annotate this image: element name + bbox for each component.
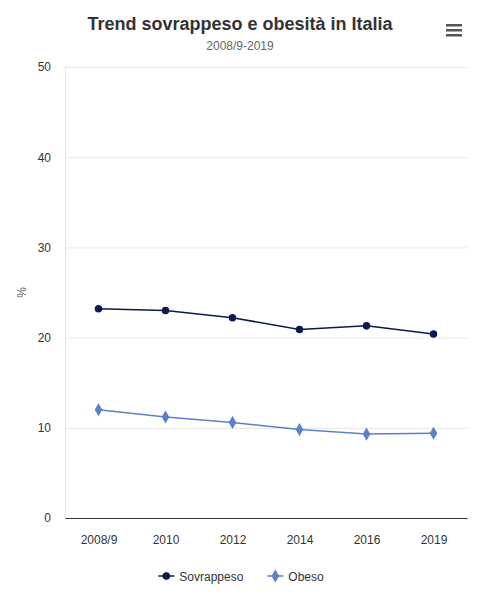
legend-item[interactable]: Sovrappeso (158, 570, 243, 584)
marker[interactable] (363, 428, 371, 441)
series (95, 305, 438, 338)
grid-line (65, 518, 467, 519)
legend-marker (272, 569, 280, 582)
y-axis: 0 10 20 30 40 50 (38, 60, 467, 525)
legend-label[interactable]: Sovrappeso (179, 570, 243, 584)
marker[interactable] (162, 410, 170, 423)
grid-line (65, 247, 467, 248)
marks (95, 305, 438, 441)
series-line (99, 410, 434, 434)
x-tick-label: 2010 (153, 533, 180, 547)
x-tick-label: 2014 (287, 533, 314, 547)
y-tick-label: 20 (38, 331, 52, 345)
y-tick: 50 (38, 60, 467, 74)
series-line (99, 309, 434, 334)
legend: Sovrappeso Obeso (158, 569, 324, 583)
marker[interactable] (430, 427, 438, 440)
grid-line (65, 428, 467, 429)
menu-bar[interactable] (446, 24, 462, 27)
menu-bar[interactable] (446, 29, 462, 32)
y-tick: 30 (38, 241, 467, 255)
y-tick-label: 10 (38, 421, 52, 435)
grid-line (65, 67, 467, 68)
marker[interactable] (95, 305, 103, 313)
grid-line (65, 338, 467, 339)
legend-label[interactable]: Obeso (288, 570, 324, 584)
marker[interactable] (95, 403, 103, 416)
x-tick: 2019 (421, 533, 448, 547)
grid-line (65, 157, 467, 158)
subtitle: 2008/9-2019 (206, 39, 274, 53)
legend-item[interactable]: Obeso (267, 569, 324, 583)
marker[interactable] (229, 314, 237, 322)
y-tick-label: 30 (38, 241, 52, 255)
legend-marker (163, 572, 171, 580)
menu-bar[interactable] (446, 34, 462, 37)
marker[interactable] (296, 423, 304, 436)
x-tick: 2010 (153, 533, 180, 547)
x-tick: 2008/9 (81, 533, 118, 547)
marker[interactable] (162, 307, 170, 315)
x-tick: 2012 (220, 533, 247, 547)
x-tick: 2016 (354, 533, 381, 547)
marker[interactable] (430, 330, 438, 338)
x-axis: 2008/9 2010 2012 2014 2016 2019 (66, 519, 468, 547)
chart: Trend sovrappeso e obesità in Italia 2008… (0, 0, 482, 594)
y-tick-label: 0 (44, 511, 51, 525)
y-tick: 20 (38, 331, 467, 345)
x-tick: 2014 (287, 533, 314, 547)
title: Trend sovrappeso e obesità in Italia (87, 14, 393, 34)
x-tick-label: 2012 (220, 533, 247, 547)
series (95, 403, 438, 441)
y-tick: 40 (38, 151, 467, 165)
y-axis-title: % (15, 287, 29, 298)
x-tick-label: 2008/9 (81, 533, 118, 547)
marker[interactable] (363, 322, 371, 330)
x-tick-label: 2019 (421, 533, 448, 547)
marker[interactable] (229, 416, 237, 429)
x-axis-line (66, 518, 468, 519)
plot: 0 10 20 30 40 50 2008/9 2010 2012 2014 2016 2019 (38, 60, 468, 546)
y-tick: 0 (44, 511, 467, 525)
y-axis-line (65, 68, 66, 519)
menu-icon[interactable] (446, 24, 462, 37)
y-tick-label: 50 (38, 60, 52, 74)
y-tick-label: 40 (38, 151, 52, 165)
marker[interactable] (296, 326, 304, 334)
x-tick-label: 2016 (354, 533, 381, 547)
